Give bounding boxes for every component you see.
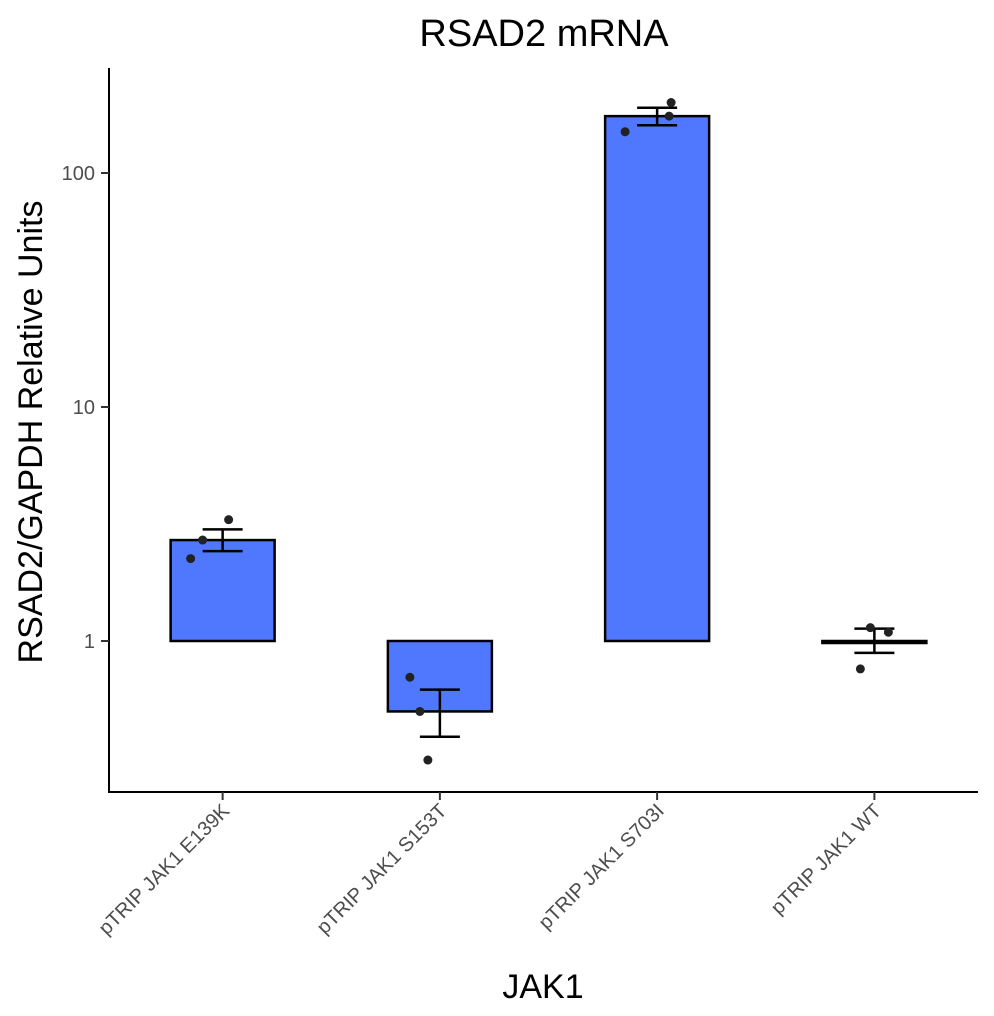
x-tick-label: pTRIP JAK1 S703I: [535, 800, 669, 934]
data-point: [198, 535, 208, 545]
bar: [169, 538, 276, 643]
data-point: [423, 755, 433, 765]
data-point: [415, 706, 425, 716]
data-point: [865, 623, 875, 633]
data-point: [883, 627, 893, 637]
y-tick-label: 100: [62, 163, 95, 185]
y-axis-title: RSAD2/GAPDH Relative Units: [12, 201, 50, 664]
data-point: [620, 127, 630, 137]
y-tick-label: 1: [84, 631, 95, 653]
x-axis-ticks: pTRIP JAK1 E139K pTRIP JAK1 S153T pTRIP JA…: [95, 792, 886, 939]
bar: [603, 114, 711, 643]
x-tick-label: pTRIP JAK1 WT: [767, 800, 886, 919]
plot-area: [169, 98, 928, 765]
y-axis-ticks: 1 10 100: [62, 163, 109, 653]
x-tick-label: pTRIP JAK1 E139K: [95, 800, 235, 940]
x-axis-title: JAK1: [502, 968, 583, 1006]
data-point: [224, 515, 234, 525]
data-point: [664, 111, 674, 121]
data-point: [405, 672, 415, 682]
y-tick-label: 10: [73, 397, 95, 419]
chart-title: RSAD2 mRNA: [419, 13, 669, 55]
data-point: [666, 98, 676, 108]
data-point: [855, 664, 865, 674]
x-tick-label: pTRIP JAK1 S153T: [313, 800, 452, 939]
data-point: [186, 554, 196, 564]
